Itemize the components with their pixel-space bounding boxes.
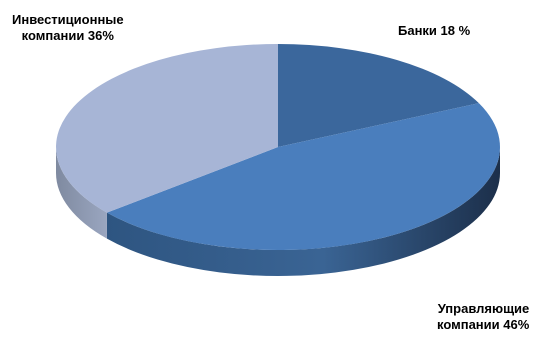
slice-label-investment-companies-line-2: компании 36% (21, 28, 114, 43)
slice-label-banks-line-1: Банки 18 % (398, 23, 471, 38)
slice-label-management-companies: Управляющие компании 46% (437, 301, 529, 333)
slice-label-management-companies-line-2: компании 46% (437, 317, 530, 332)
slice-label-banks: Банки 18 % (398, 23, 470, 39)
pie-slice-banks (278, 44, 479, 147)
pie-slices (56, 44, 500, 250)
slice-label-investment-companies-line-1: Инвестиционные (12, 12, 124, 27)
slice-label-management-companies-line-1: Управляющие (437, 301, 530, 316)
pie-side-management-companies (106, 147, 500, 276)
pie-side-investment-companies (56, 147, 107, 239)
slice-label-investment-companies: Инвестиционные компании 36% (12, 12, 124, 44)
pie-sides (56, 147, 500, 276)
pie-slice-management-companies (106, 103, 500, 250)
pie-slice-investment-companies (56, 44, 279, 213)
